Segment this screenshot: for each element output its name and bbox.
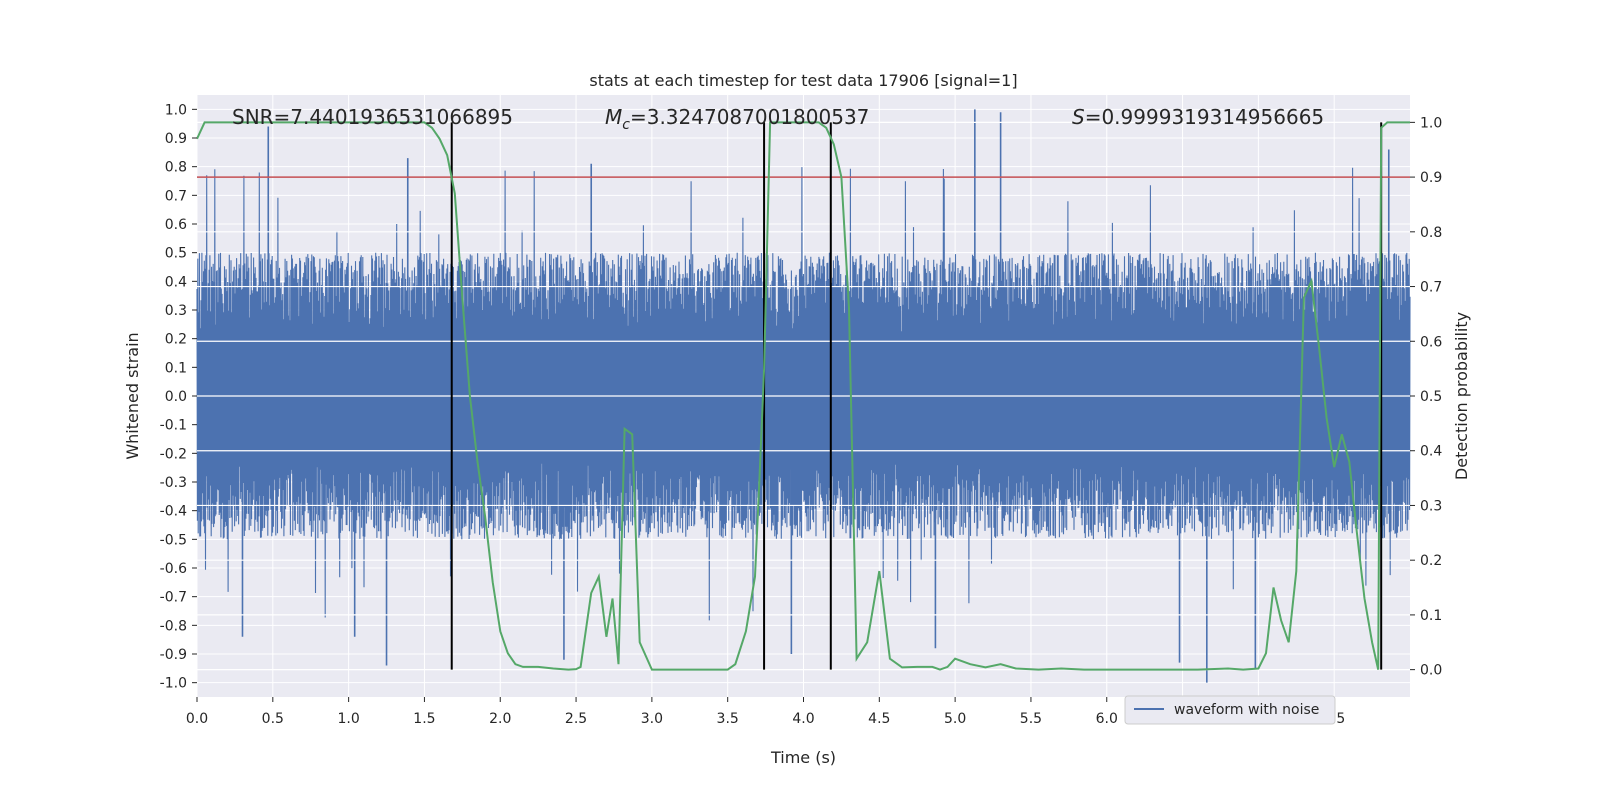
detection-probability-series <box>196 121 1410 671</box>
snr-annotation: SNR=7.4401936531066895 <box>232 105 513 129</box>
x-tick-label: 5.0 <box>944 711 966 727</box>
y-left-tick-label: 0.8 <box>165 160 187 176</box>
x-tick-label: 2.0 <box>489 711 511 727</box>
chirp-mass-value: =3.3247087001800537 <box>630 105 869 129</box>
y-left-tick-label: 0.2 <box>165 332 187 348</box>
x-tick-label: 1.0 <box>337 711 359 727</box>
x-axis-label: Time (s) <box>770 748 836 767</box>
x-tick-label: 4.5 <box>868 711 890 727</box>
waveform-noise-trace <box>196 167 1411 621</box>
x-tick-label: 0.5 <box>262 711 284 727</box>
y-axis-left-label: Whitened strain <box>123 332 142 459</box>
y-left-tick-label: -0.6 <box>160 561 187 577</box>
y-left-tick-label: -1.0 <box>160 676 187 692</box>
y-left-tick-label: -0.1 <box>160 418 187 434</box>
y-left-tick-label: -0.5 <box>160 532 187 548</box>
y-axis-left-ticks: 1.0 0.9 0.8 0.7 0.6 0.5 0.4 0.3 0.2 0.1 0.0 -0.1 -0.… <box>160 102 197 692</box>
y-left-tick-label: 0.3 <box>165 303 187 319</box>
x-tick-label: 4.0 <box>792 711 814 727</box>
y-right-tick-label: 0.9 <box>1420 170 1442 186</box>
y-right-tick-label: 0.3 <box>1420 498 1442 514</box>
y-axis-right-ticks: 1.0 0.9 0.8 0.7 0.6 0.5 0.4 0.3 0.2 0.1 0.0 <box>1410 115 1442 679</box>
probability-line <box>196 121 1410 671</box>
x-tick-label: 1.5 <box>413 711 435 727</box>
chirp-mass-symbol: M <box>605 105 622 129</box>
x-tick-label: 5.5 <box>1020 711 1042 727</box>
x-tick-label: 3.5 <box>717 711 739 727</box>
y-left-tick-label: -0.9 <box>160 647 187 663</box>
y-right-tick-label: 0.7 <box>1420 280 1442 296</box>
y-left-tick-label: -0.7 <box>160 590 187 606</box>
score-annotation: S=0.9999319314956665 <box>1072 105 1324 129</box>
y-left-tick-label: -0.4 <box>160 504 187 520</box>
chirp-mass-subscript: c <box>622 117 630 133</box>
legend: waveform with noise <box>1124 695 1336 725</box>
x-tick-label: 3.0 <box>641 711 663 727</box>
y-right-tick-label: 0.2 <box>1420 553 1442 569</box>
y-right-tick-label: 0.0 <box>1420 663 1442 679</box>
y-left-tick-label: -0.8 <box>160 618 187 634</box>
y-left-tick-label: 0.9 <box>165 131 187 147</box>
y-left-tick-label: 0.6 <box>165 217 187 233</box>
legend-entry-waveform: waveform with noise <box>1174 702 1319 718</box>
y-right-tick-label: 0.5 <box>1420 389 1442 405</box>
chart-title: stats at each timestep for test data 179… <box>589 71 1017 90</box>
score-symbol: S <box>1072 105 1085 129</box>
y-right-tick-label: 1.0 <box>1420 115 1442 131</box>
y-right-tick-label: 0.1 <box>1420 608 1442 624</box>
y-left-tick-label: 0.0 <box>165 389 187 405</box>
chirp-mass-annotation: Mc=3.3247087001800537 <box>605 105 869 133</box>
y-left-tick-label: -0.2 <box>160 446 187 462</box>
y-left-tick-label: 1.0 <box>165 102 187 118</box>
legend-box <box>1124 695 1336 725</box>
y-right-tick-label: 0.4 <box>1420 444 1442 460</box>
y-left-tick-label: 0.4 <box>165 274 187 290</box>
x-tick-label: 2.5 <box>565 711 587 727</box>
y-left-tick-label: 0.5 <box>165 246 187 262</box>
x-tick-label: 6.0 <box>1096 711 1118 727</box>
y-right-tick-label: 0.6 <box>1420 334 1442 350</box>
score-value: =0.9999319314956665 <box>1085 105 1324 129</box>
y-left-tick-label: 0.1 <box>165 360 187 376</box>
y-right-tick-label: 0.8 <box>1420 225 1442 241</box>
y-left-tick-label: 0.7 <box>165 188 187 204</box>
x-tick-label: 0.0 <box>186 711 208 727</box>
y-left-tick-label: -0.3 <box>160 475 187 491</box>
y-axis-right-label: Detection probability <box>1452 312 1471 480</box>
